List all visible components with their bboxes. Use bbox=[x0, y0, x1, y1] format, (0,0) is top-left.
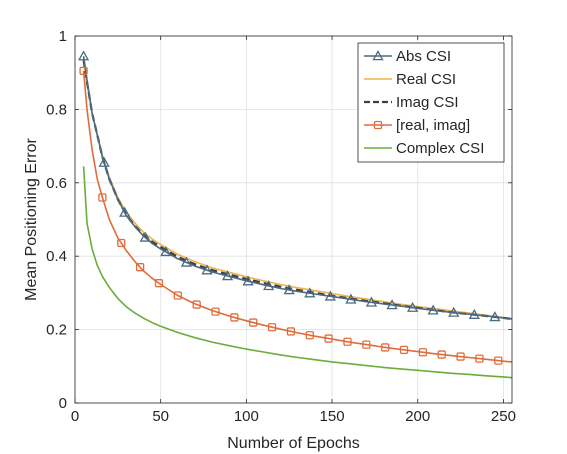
data-point-real-imag bbox=[192, 300, 201, 309]
data-point-real-imag bbox=[211, 307, 220, 316]
y-tick-label: 0.8 bbox=[46, 101, 67, 118]
data-point-abs-csi bbox=[365, 296, 378, 307]
data-point-real-imag bbox=[324, 334, 333, 343]
data-point-real-imag bbox=[154, 279, 164, 288]
x-tick-label: 200 bbox=[405, 408, 430, 425]
legend-label-abs-csi: Abs CSI bbox=[396, 48, 451, 65]
data-point-abs-csi bbox=[77, 50, 90, 61]
legend-marker-abs-csi bbox=[372, 50, 384, 61]
x-tick-label: 150 bbox=[320, 408, 345, 425]
y-tick-label: 0.6 bbox=[46, 175, 67, 192]
data-point-real-imag bbox=[475, 354, 484, 363]
data-point-real-imag bbox=[418, 348, 428, 357]
data-point-abs-csi bbox=[180, 256, 192, 267]
data-point-real-imag bbox=[267, 323, 277, 332]
data-point-abs-csi bbox=[406, 301, 419, 312]
y-tick-label: 0.4 bbox=[46, 248, 67, 265]
data-point-real-imag bbox=[305, 331, 314, 340]
x-axis-label: Number of Epochs bbox=[227, 435, 360, 452]
plot-frame bbox=[74, 35, 513, 404]
axis-ticks: 0 50 100 150 200 250 0 0.2 0.4 0.6 0.8 1 bbox=[46, 28, 516, 425]
series-line-real-imag bbox=[82, 70, 513, 363]
data-point-real-imag bbox=[362, 340, 371, 349]
data-point-abs-csi bbox=[221, 270, 234, 281]
y-axis-label: Mean Positioning Error bbox=[23, 137, 40, 300]
data-point-abs-csi bbox=[386, 299, 398, 310]
data-point-real-imag bbox=[79, 66, 88, 76]
data-point-abs-csi bbox=[283, 284, 295, 295]
data-point-real-imag bbox=[117, 238, 126, 248]
data-point-real-imag bbox=[173, 291, 182, 300]
x-tick-label: 50 bbox=[152, 408, 169, 425]
data-point-real-imag bbox=[399, 345, 409, 355]
legend-label-imag-csi: Imag CSI bbox=[396, 94, 459, 111]
legend: Abs CSI Real CSI Imag CSI [real, imag] Compl… bbox=[357, 42, 505, 163]
data-point-real-imag bbox=[135, 263, 145, 272]
data-point-abs-csi bbox=[98, 156, 110, 167]
data-point-abs-csi bbox=[201, 264, 213, 275]
series-abs-csi bbox=[77, 50, 513, 322]
data-point-abs-csi bbox=[468, 308, 480, 319]
data-point-real-imag bbox=[456, 352, 465, 361]
data-point-abs-csi bbox=[242, 275, 254, 286]
data-point-real-imag bbox=[494, 356, 503, 365]
data-point-real-imag bbox=[286, 327, 296, 336]
data-point-abs-csi bbox=[160, 245, 172, 257]
data-point-real-imag bbox=[98, 193, 107, 202]
data-point-real-imag bbox=[230, 313, 239, 322]
data-point-abs-csi bbox=[119, 206, 131, 217]
data-point-abs-csi bbox=[324, 290, 336, 301]
data-point-abs-csi bbox=[139, 231, 151, 242]
data-point-real-imag bbox=[381, 343, 390, 352]
data-point-abs-csi bbox=[427, 304, 439, 315]
legend-label-real-csi: Real CSI bbox=[396, 71, 456, 88]
y-tick-label: 0.2 bbox=[46, 322, 67, 339]
data-point-real-imag bbox=[343, 337, 352, 346]
x-tick-label: 0 bbox=[71, 408, 79, 425]
x-tick-label: 250 bbox=[491, 408, 516, 425]
y-tick-label: 0 bbox=[59, 395, 67, 412]
y-tick-label: 1 bbox=[59, 28, 67, 45]
data-point-abs-csi bbox=[489, 311, 501, 322]
data-point-abs-csi bbox=[345, 293, 357, 304]
x-tick-label: 100 bbox=[234, 408, 259, 425]
data-point-real-imag bbox=[249, 318, 258, 327]
legend-label-complex-csi: Complex CSI bbox=[396, 140, 484, 157]
series-layer bbox=[77, 50, 513, 379]
data-point-abs-csi bbox=[263, 280, 275, 291]
data-point-real-imag bbox=[437, 350, 446, 359]
legend-label-real-imag: [real, imag] bbox=[396, 117, 470, 134]
series-line-complex-csi bbox=[82, 166, 513, 379]
series-complex-csi bbox=[82, 166, 513, 379]
data-point-abs-csi bbox=[304, 287, 316, 298]
data-point-abs-csi bbox=[448, 306, 460, 317]
series-real-imag bbox=[79, 66, 513, 365]
legend-marker-real-imag bbox=[373, 120, 383, 130]
